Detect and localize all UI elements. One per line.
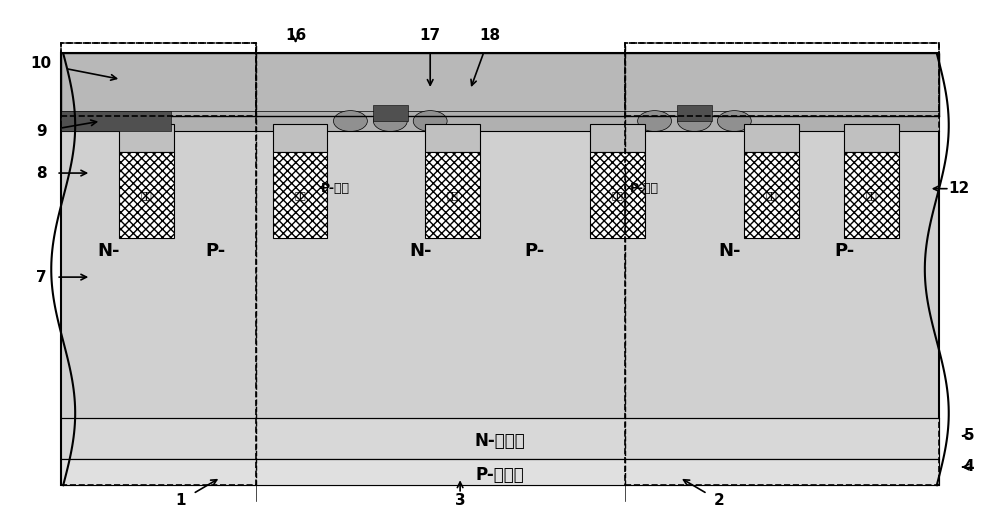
Ellipse shape xyxy=(373,111,407,131)
Bar xyxy=(744,123,799,152)
Text: 栅极: 栅极 xyxy=(141,190,152,200)
Bar xyxy=(61,53,939,116)
Bar xyxy=(744,152,799,238)
Text: P-: P- xyxy=(206,242,226,260)
Bar xyxy=(61,53,939,485)
Text: P-基区: P-基区 xyxy=(321,182,350,195)
Text: N-: N- xyxy=(409,242,431,260)
Text: 5: 5 xyxy=(963,428,974,444)
Text: N-: N- xyxy=(98,242,120,260)
Bar xyxy=(844,152,899,238)
Text: 栅极: 栅极 xyxy=(611,190,623,200)
Bar xyxy=(844,123,899,152)
Bar xyxy=(273,123,327,152)
Text: 4: 4 xyxy=(963,460,974,474)
Text: 栅极: 栅极 xyxy=(766,190,778,200)
Ellipse shape xyxy=(638,111,672,131)
Ellipse shape xyxy=(678,111,711,131)
Bar xyxy=(273,152,327,238)
Text: 18: 18 xyxy=(479,28,501,43)
Text: 12: 12 xyxy=(948,181,969,196)
Text: 栅极: 栅极 xyxy=(866,190,877,200)
Text: 栅极: 栅极 xyxy=(294,190,306,200)
Bar xyxy=(425,152,480,238)
Text: N-: N- xyxy=(718,242,741,260)
Bar xyxy=(61,417,939,459)
Bar xyxy=(625,43,939,485)
Text: 1: 1 xyxy=(176,493,186,508)
Text: 8: 8 xyxy=(36,166,47,180)
Text: 10: 10 xyxy=(31,56,52,71)
Text: 3: 3 xyxy=(455,493,465,508)
Bar xyxy=(373,106,408,121)
Bar xyxy=(590,123,645,152)
Bar xyxy=(119,152,174,238)
Bar xyxy=(677,106,712,121)
Text: 2: 2 xyxy=(714,493,725,508)
Ellipse shape xyxy=(717,111,751,131)
Text: P-基区: P-基区 xyxy=(630,182,659,195)
Bar xyxy=(61,111,939,131)
Bar xyxy=(119,123,174,152)
Text: P-: P- xyxy=(834,242,854,260)
Text: P-集电极: P-集电极 xyxy=(476,466,524,484)
Text: N-缓存层: N-缓存层 xyxy=(475,432,525,450)
Bar xyxy=(61,43,256,485)
Ellipse shape xyxy=(333,111,367,131)
Text: 16: 16 xyxy=(285,28,306,43)
Bar xyxy=(61,43,256,116)
Text: 17: 17 xyxy=(420,28,441,43)
Bar xyxy=(625,43,939,116)
Bar xyxy=(425,123,480,152)
Bar xyxy=(61,459,939,485)
Ellipse shape xyxy=(413,111,447,131)
Text: 7: 7 xyxy=(36,270,47,285)
Text: P-: P- xyxy=(525,242,545,260)
Text: 栅极: 栅极 xyxy=(447,190,459,200)
Bar xyxy=(61,111,171,131)
Text: 9: 9 xyxy=(36,124,47,139)
Bar xyxy=(590,152,645,238)
